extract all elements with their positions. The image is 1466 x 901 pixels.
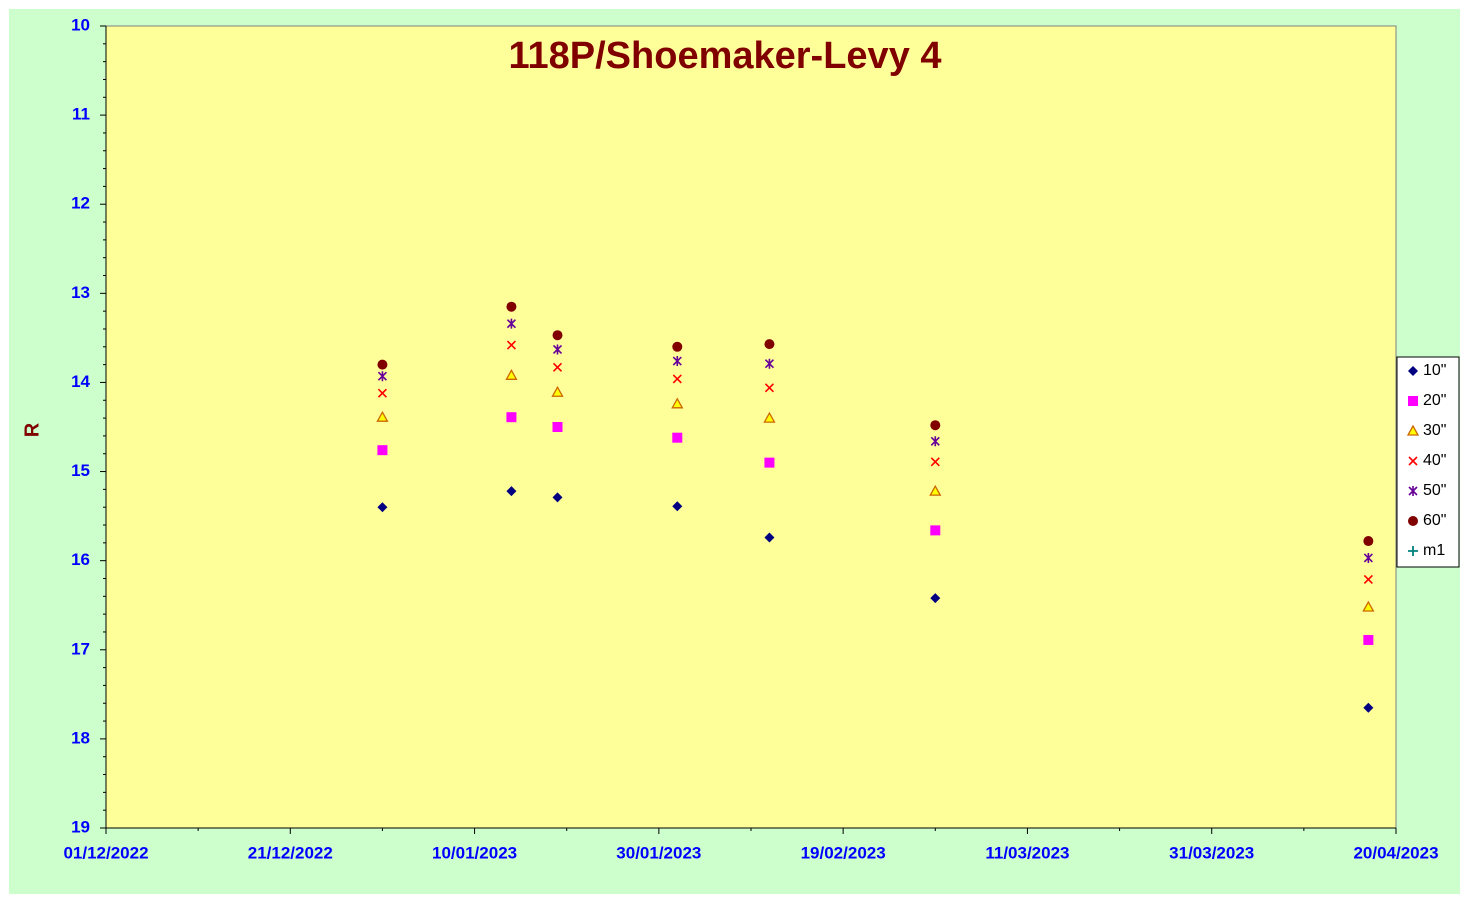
- legend-marker: [1408, 546, 1418, 556]
- point: [764, 339, 775, 350]
- point: [376, 410, 389, 422]
- point: [672, 374, 682, 384]
- point: [377, 502, 388, 513]
- legend-label: 20": [1423, 392, 1446, 409]
- point: [764, 358, 774, 369]
- y-tick-label: 16: [71, 550, 90, 569]
- point: [506, 318, 516, 329]
- point: [930, 525, 941, 536]
- point: [552, 492, 563, 503]
- point: [506, 340, 516, 350]
- point: [672, 432, 683, 443]
- point: [1362, 600, 1375, 612]
- point: [377, 445, 388, 456]
- x-tick-label: 10/01/2023: [432, 843, 517, 862]
- point: [764, 383, 774, 393]
- plot-area: [105, 25, 1397, 829]
- point: [552, 362, 563, 372]
- point: [930, 457, 940, 467]
- point: [764, 457, 775, 468]
- point: [552, 344, 563, 355]
- point: [551, 385, 564, 397]
- point: [552, 330, 563, 341]
- point: [552, 422, 563, 432]
- legend-marker: [1408, 366, 1418, 376]
- point: [1363, 634, 1374, 645]
- y-tick-label: 11: [72, 105, 90, 124]
- x-tick-label: 30/01/2023: [616, 843, 701, 862]
- legend-label: 30": [1423, 422, 1446, 439]
- legend-marker: [1408, 396, 1418, 406]
- y-tick-label: 18: [71, 728, 90, 747]
- y-tick-label: 12: [71, 194, 90, 213]
- legend-marker: [1408, 456, 1418, 466]
- point: [506, 486, 517, 497]
- point: [929, 484, 942, 496]
- x-tick-label: 31/03/2023: [1169, 843, 1254, 862]
- point: [1363, 552, 1373, 563]
- legend-label: 40": [1423, 452, 1446, 469]
- point: [672, 501, 683, 512]
- legend-label: 60": [1423, 512, 1446, 529]
- point: [1363, 702, 1374, 713]
- legend-marker: [1408, 516, 1418, 526]
- point: [1363, 536, 1374, 547]
- point: [377, 388, 387, 398]
- x-tick-label: 11/03/2023: [985, 843, 1069, 862]
- point: [763, 411, 776, 423]
- y-tick-label: 17: [71, 639, 90, 658]
- y-tick-label: 13: [71, 283, 90, 302]
- legend-box: [1396, 356, 1460, 568]
- legend-label: m1: [1423, 542, 1445, 559]
- point: [672, 341, 683, 352]
- y-tick-label: 10: [71, 15, 90, 34]
- legend-marker: [1406, 424, 1420, 436]
- legend-marker: [1408, 486, 1418, 496]
- point: [377, 359, 388, 370]
- legend-label: 10": [1423, 362, 1446, 379]
- point: [672, 356, 682, 367]
- y-tick-label: 15: [71, 461, 90, 480]
- point: [377, 371, 387, 382]
- y-tick-label: 14: [71, 372, 90, 391]
- point: [930, 420, 941, 431]
- point: [671, 397, 684, 409]
- point: [1363, 574, 1373, 584]
- point: [506, 301, 517, 312]
- y-tick-label: 19: [71, 817, 90, 836]
- point: [764, 532, 775, 543]
- point: [930, 436, 940, 447]
- point: [930, 593, 941, 604]
- legend-label: 50": [1423, 482, 1446, 499]
- x-tick-label: 01/12/2022: [63, 843, 148, 862]
- x-tick-label: 20/04/2023: [1353, 843, 1438, 862]
- point: [505, 368, 518, 380]
- chart-title: 118P/Shoemaker-Levy 4: [508, 35, 941, 77]
- x-tick-label: 21/12/2022: [248, 843, 333, 862]
- x-tick-label: 19/02/2023: [801, 843, 886, 862]
- point: [506, 412, 517, 423]
- y-axis-label: R: [21, 422, 43, 437]
